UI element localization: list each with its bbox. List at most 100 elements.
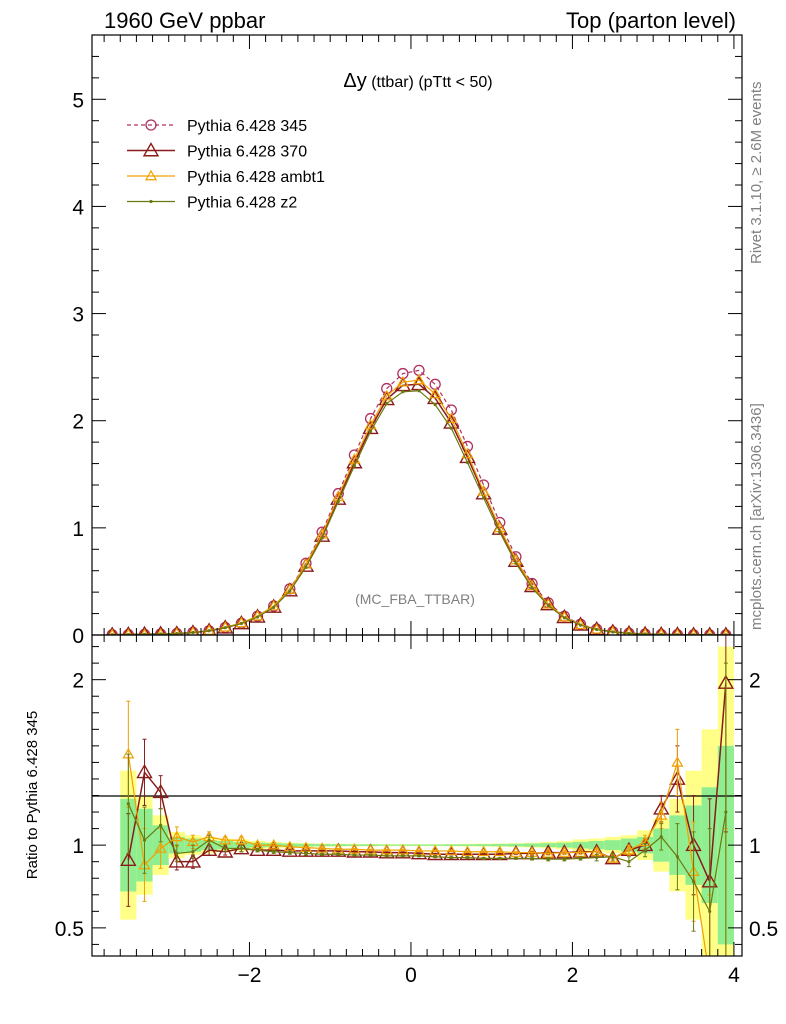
ratio-band-inner — [604, 840, 621, 851]
main-point — [288, 589, 292, 593]
main-point — [368, 429, 373, 434]
main-point — [639, 625, 651, 635]
main-point — [722, 628, 730, 635]
legend-label: Pythia 6.428 370 — [187, 144, 307, 161]
ratio-point — [304, 851, 308, 856]
main-point — [673, 628, 682, 635]
main-point — [362, 419, 379, 435]
ratio-point — [691, 879, 696, 884]
main-point — [107, 626, 118, 635]
ratio-point — [348, 843, 361, 854]
ratio-point — [426, 845, 444, 861]
main-point — [556, 608, 573, 624]
main-point — [540, 596, 557, 611]
ratio-point — [429, 844, 442, 856]
main-point — [657, 628, 666, 635]
main-point — [352, 464, 357, 468]
ratio-point — [168, 853, 185, 868]
ratio-point — [708, 909, 712, 913]
ratio-ytick-label-right: 1 — [749, 835, 761, 858]
main-point — [364, 418, 377, 430]
ratio-point — [159, 823, 163, 827]
ratio-point — [272, 850, 276, 854]
ratio-point — [449, 855, 453, 860]
ratio-point — [622, 843, 635, 855]
main-point — [704, 626, 715, 635]
ratio-point — [627, 860, 631, 864]
main-point — [320, 536, 324, 540]
main-point — [175, 632, 179, 635]
ratio-point — [643, 848, 647, 852]
ratio-point — [316, 842, 329, 853]
ratio-series — [120, 635, 735, 982]
ratio-ytick-label-right: 2 — [749, 670, 761, 693]
main-point — [207, 629, 211, 633]
ratio-point — [396, 843, 409, 855]
ratio-point — [530, 856, 534, 860]
ratio-point — [170, 830, 183, 842]
xtick-label: 0 — [405, 964, 417, 987]
main-point — [123, 625, 134, 635]
ratio-point — [235, 833, 248, 845]
main-point — [255, 615, 260, 619]
ratio-point — [385, 854, 389, 858]
ratio-band-inner — [459, 844, 476, 846]
main-point — [449, 426, 453, 430]
ratio-line-1 — [127, 754, 708, 956]
main-ytick-label: 3 — [72, 304, 84, 327]
ratio-point — [336, 852, 340, 856]
main-axes: 0 1 2 3 4 5 — [72, 34, 743, 648]
main-point — [191, 630, 195, 635]
ratio-ytick-label: 0.5 — [55, 918, 84, 941]
main-point — [124, 628, 133, 635]
main-point — [412, 373, 426, 385]
main-point — [498, 530, 502, 534]
main-point — [429, 387, 442, 399]
ratio-point — [724, 810, 728, 814]
ratio-point — [184, 853, 202, 868]
header-right: Top (parton level) — [566, 8, 736, 33]
main-point — [530, 586, 534, 590]
ratio-line-2 — [127, 803, 727, 914]
ratio-point — [445, 844, 458, 856]
ratio-point — [433, 855, 437, 859]
ratio-point — [659, 835, 663, 839]
xtick-label: 2 — [567, 964, 579, 987]
main-point — [627, 631, 631, 635]
main-point — [689, 628, 698, 635]
main-point — [139, 625, 150, 635]
main-point — [514, 561, 518, 565]
ratio-point — [509, 846, 522, 857]
ratio-panel: 0.5 0.5 1 1 2 2 −2 0 2 4 Ratio to Pythia 6.428 34… — [24, 634, 778, 987]
ratio-point — [671, 756, 684, 767]
main-point — [348, 453, 361, 464]
main-point — [433, 403, 437, 407]
main-point — [595, 627, 599, 632]
ratio-point — [126, 802, 130, 806]
ratio-point — [461, 845, 474, 857]
main-point — [396, 375, 409, 387]
ratio-point — [705, 973, 715, 982]
ratio-point — [223, 846, 227, 851]
ratio-point — [562, 857, 566, 861]
watermark: (MC_FBA_TTBAR) — [355, 591, 475, 607]
ratio-point — [207, 838, 211, 842]
legend-label: Pythia 6.428 345 — [187, 118, 307, 135]
main-point — [477, 485, 490, 496]
main-line-0 — [112, 369, 726, 635]
main-point — [523, 577, 541, 593]
header-left: 1960 GeV ppbar — [104, 8, 265, 33]
main-point — [611, 630, 615, 634]
main-point — [482, 496, 486, 500]
main-series — [106, 364, 732, 635]
ratio-point — [514, 856, 518, 860]
main-point — [706, 628, 714, 635]
ratio-point — [368, 853, 373, 857]
main-point — [465, 460, 470, 465]
main-point — [578, 623, 583, 627]
legend-marker — [142, 142, 160, 157]
ratio-point — [611, 855, 615, 859]
ratio-point — [267, 838, 280, 850]
ratio-point — [380, 843, 393, 855]
main-panel: Δy (ttbar) (pTtt < 50) (MC_FBA_TTBAR) 0 1… — [72, 34, 743, 648]
